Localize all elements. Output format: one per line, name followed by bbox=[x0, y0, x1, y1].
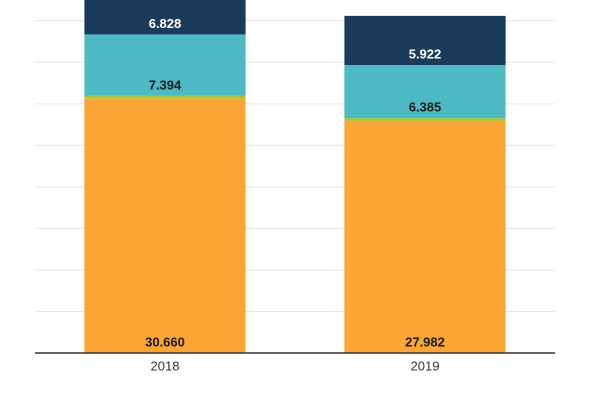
bar-segment bbox=[344, 118, 506, 121]
value-label: 6.385 bbox=[409, 100, 442, 115]
value-label: 7.394 bbox=[149, 77, 182, 92]
bar-segment bbox=[84, 0, 246, 35]
bar-segment bbox=[84, 34, 246, 96]
bar-segment bbox=[344, 15, 506, 66]
value-label: 27.982 bbox=[405, 334, 445, 349]
value-label: 30.660 bbox=[145, 334, 185, 349]
bar-segment bbox=[344, 65, 506, 119]
x-tick-label: 2018 bbox=[151, 358, 180, 373]
bar-segment bbox=[84, 98, 246, 353]
bar-segment bbox=[84, 95, 246, 99]
value-label: 6.828 bbox=[149, 16, 182, 31]
value-label: 5.922 bbox=[409, 46, 442, 61]
bar-segment bbox=[344, 120, 506, 353]
x-tick-label: 2019 bbox=[411, 358, 440, 373]
